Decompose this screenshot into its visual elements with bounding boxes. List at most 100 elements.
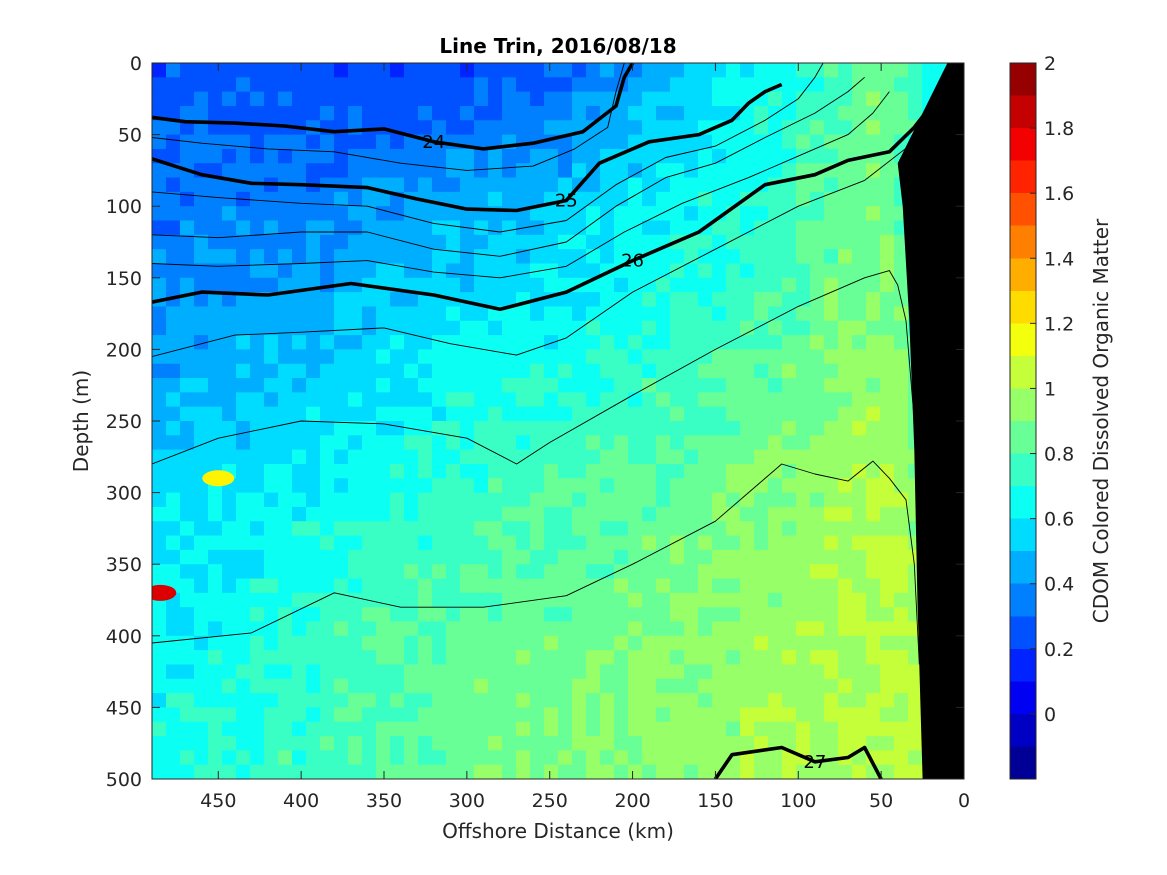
field-cell xyxy=(600,478,615,494)
field-cell xyxy=(572,693,587,708)
field-cell xyxy=(586,349,601,365)
colorbar-tick-label: 0.2 xyxy=(1044,639,1074,661)
field-cell xyxy=(740,263,755,279)
field-cell xyxy=(502,635,517,651)
field-cell xyxy=(320,335,335,350)
field-cell xyxy=(180,177,195,193)
field-cell xyxy=(670,650,685,666)
field-cell xyxy=(740,134,755,150)
field-cell xyxy=(628,392,643,408)
field-cell xyxy=(320,693,335,708)
field-cell xyxy=(530,650,545,666)
field-cell xyxy=(642,406,657,422)
field-cell xyxy=(404,105,419,121)
field-cell xyxy=(292,564,307,580)
coast-mask xyxy=(897,63,964,779)
field-cell xyxy=(810,378,825,393)
field-cell xyxy=(572,105,587,121)
field-cell xyxy=(852,306,867,322)
field-cell xyxy=(810,535,825,551)
field-cell xyxy=(614,220,629,236)
field-cell xyxy=(250,105,265,121)
field-cell xyxy=(726,621,741,637)
field-cell xyxy=(460,721,475,737)
field-cell xyxy=(796,234,811,250)
field-cell xyxy=(166,191,181,207)
field-cell xyxy=(264,635,279,651)
field-cell xyxy=(684,363,699,379)
field-cell xyxy=(642,736,657,751)
field-cell xyxy=(432,320,447,336)
field-cell xyxy=(866,564,881,580)
field-cell xyxy=(698,549,713,565)
field-cell xyxy=(460,77,475,93)
field-cell xyxy=(404,306,419,322)
field-cell xyxy=(530,635,545,651)
field-cell xyxy=(698,206,713,222)
field-cell xyxy=(418,463,433,479)
field-cell xyxy=(404,592,419,608)
field-cell xyxy=(712,220,727,236)
field-cell xyxy=(250,421,265,436)
field-cell xyxy=(320,506,335,522)
field-cell xyxy=(880,463,895,479)
field-cell xyxy=(390,664,405,680)
field-cell xyxy=(376,607,391,623)
field-cell xyxy=(404,320,419,336)
field-cell xyxy=(264,91,279,107)
field-cell xyxy=(250,564,265,580)
field-cell xyxy=(866,320,881,336)
field-cell xyxy=(894,678,909,694)
field-cell xyxy=(362,736,377,751)
field-cell xyxy=(530,363,545,379)
field-cell xyxy=(726,392,741,408)
field-cell xyxy=(334,363,349,379)
field-cell xyxy=(880,105,895,121)
field-cell xyxy=(166,378,181,393)
field-cell xyxy=(768,234,783,250)
field-cell xyxy=(460,435,475,451)
field-cell xyxy=(516,492,531,508)
field-cell xyxy=(656,249,671,265)
field-cell xyxy=(390,578,405,594)
field-cell xyxy=(586,335,601,350)
field-cell xyxy=(824,335,839,350)
field-cell xyxy=(502,449,517,465)
field-cell xyxy=(824,578,839,594)
field-cell xyxy=(278,306,293,322)
field-cell xyxy=(474,635,489,651)
field-cell xyxy=(922,63,937,78)
field-cell xyxy=(376,564,391,580)
field-cell xyxy=(222,707,237,723)
field-cell xyxy=(474,234,489,250)
field-cell xyxy=(880,191,895,207)
field-cell xyxy=(306,206,321,222)
field-cell xyxy=(670,320,685,336)
field-cell xyxy=(222,764,237,779)
field-cell xyxy=(754,463,769,479)
field-cell xyxy=(530,521,545,537)
field-cell xyxy=(362,220,377,236)
field-cell xyxy=(824,234,839,250)
field-cell xyxy=(166,621,181,637)
field-cell xyxy=(698,664,713,680)
field-cell xyxy=(292,664,307,680)
field-cell xyxy=(320,535,335,551)
field-cell xyxy=(656,421,671,436)
field-cell xyxy=(390,607,405,623)
field-cell xyxy=(530,463,545,479)
field-cell xyxy=(754,134,769,150)
field-cell xyxy=(572,635,587,651)
field-cell xyxy=(474,506,489,522)
field-cell xyxy=(180,249,195,265)
field-cell xyxy=(320,664,335,680)
field-cell xyxy=(278,249,293,265)
field-cell xyxy=(880,764,895,779)
field-cell xyxy=(180,449,195,465)
field-cell xyxy=(824,63,839,78)
field-cell xyxy=(516,163,531,179)
field-cell xyxy=(516,592,531,608)
field-cell xyxy=(166,335,181,350)
field-cell xyxy=(474,320,489,336)
field-cell xyxy=(698,650,713,666)
